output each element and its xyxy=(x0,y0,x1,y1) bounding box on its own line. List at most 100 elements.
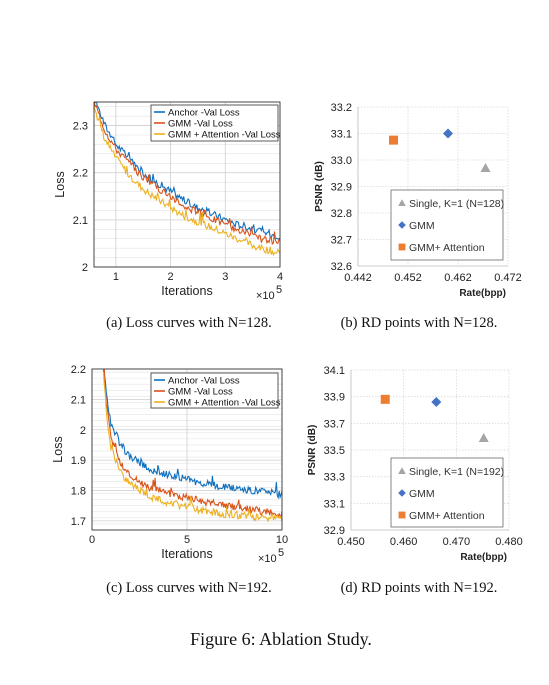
legend-marker xyxy=(398,221,406,229)
x-axis-label: Iterations xyxy=(161,547,212,561)
x-multiplier: ×10 xyxy=(256,290,275,302)
x-tick-label: 10 xyxy=(276,534,288,546)
x-tick-label: 5 xyxy=(184,534,190,546)
series-line-2 xyxy=(94,102,280,246)
y-tick-label: 1.9 xyxy=(71,455,86,467)
legend-label: Single, K=1 (N=192) xyxy=(409,466,504,478)
data-point-square xyxy=(389,135,398,145)
legend-label: GMM xyxy=(409,220,435,232)
plot-frame xyxy=(91,368,283,531)
x-axis-label: Iterations xyxy=(161,284,212,298)
x-tick-label: 0.462 xyxy=(444,272,472,284)
y-tick-label: 33.9 xyxy=(324,392,345,404)
x-axis-label: Rate(bpp) xyxy=(460,552,507,563)
legend-marker xyxy=(398,511,406,519)
series-line-3 xyxy=(94,105,280,257)
series-line-1 xyxy=(94,102,280,240)
data-point-triangle xyxy=(478,433,489,442)
caption-b: (b) RD points with N=128. xyxy=(341,315,498,331)
legend: Single, K=1 (N=128) GMM GMM+ Attention xyxy=(390,189,504,261)
legend: Single, K=1 (N=192) GMM GMM+ Attention xyxy=(390,457,504,528)
legend-label: GMM -Val Loss xyxy=(168,119,233,130)
y-tick-label: 2.1 xyxy=(73,215,88,227)
chart-b: 32.6 32.7 32.8 32.9 33.0 33.1 33.2 0.442 0.452 0.… xyxy=(314,102,522,299)
x-tick-label: 1 xyxy=(113,271,119,283)
y-tick-label: 1.7 xyxy=(71,516,86,528)
legend-marker xyxy=(398,489,406,497)
y-axis-label: PSNR (dB) xyxy=(314,161,325,212)
y-tick-label: 34.1 xyxy=(324,365,345,377)
caption-a: (a) Loss curves with N=128. xyxy=(106,315,272,331)
y-axis-label: Loss xyxy=(53,171,67,197)
x-tick-label: 3 xyxy=(222,271,228,283)
y-tick-label: 33.0 xyxy=(331,155,352,167)
x-tick-label: 2 xyxy=(168,271,174,283)
y-axis-label: PSNR (dB) xyxy=(307,425,318,476)
y-tick-label: 1.8 xyxy=(71,486,86,498)
x-multiplier: ×10 xyxy=(258,553,277,565)
series-line-2 xyxy=(102,369,282,519)
legend-box xyxy=(390,189,504,261)
x-tick-label: 0 xyxy=(89,534,95,546)
y-tick-label: 33.1 xyxy=(331,129,352,141)
chart-a: 1 2 3 4 2 2.1 2.2 2.3 Iterations Loss ×10 5 Anchor -… xyxy=(53,101,283,302)
legend-label: GMM + Attention -Val Loss xyxy=(168,130,281,141)
series-line-3 xyxy=(102,371,282,523)
legend-label: Anchor -Val Loss xyxy=(168,108,240,119)
y-tick-label: 2.2 xyxy=(73,168,88,180)
x-tick-label: 4 xyxy=(277,271,283,283)
y-tick-label: 33.5 xyxy=(324,445,345,457)
legend-label: GMM -Val Loss xyxy=(168,387,233,398)
y-tick-label: 32.7 xyxy=(331,235,352,247)
y-tick-label: 32.8 xyxy=(331,208,352,220)
x-multiplier-exponent: 5 xyxy=(276,284,282,296)
x-tick-label: 0.442 xyxy=(344,272,372,284)
legend-marker xyxy=(398,243,406,251)
legend-marker xyxy=(398,199,406,207)
legend-label: GMM + Attention -Val Loss xyxy=(168,398,281,409)
legend-marker xyxy=(398,467,406,475)
caption-c: (c) Loss curves with N=192. xyxy=(106,580,272,596)
x-multiplier-exponent: 5 xyxy=(278,547,284,559)
y-tick-label: 32.9 xyxy=(331,182,352,194)
x-tick-label: 0.480 xyxy=(495,536,523,548)
y-tick-label: 33.1 xyxy=(324,498,345,510)
y-tick-label: 33.7 xyxy=(324,418,345,430)
x-tick-label: 0.472 xyxy=(494,272,522,284)
legend-box xyxy=(150,104,279,142)
legend-label: Single, K=1 (N=128) xyxy=(409,198,504,210)
data-point-square xyxy=(380,394,390,404)
x-tick-label: 0.450 xyxy=(337,536,365,548)
legend-box xyxy=(150,372,279,409)
y-tick-label: 2 xyxy=(82,262,88,274)
chart-d: 32.9 33.1 33.3 33.5 33.7 33.9 34.1 0.450 0.460 0.… xyxy=(307,365,523,563)
data-point-diamond xyxy=(443,128,453,139)
figure-caption: Figure 6: Ablation Study. xyxy=(190,629,372,649)
plot-frame xyxy=(93,101,281,268)
legend-label: GMM+ Attention xyxy=(409,242,485,254)
y-tick-label: 33.3 xyxy=(324,472,345,484)
y-axis-label: Loss xyxy=(51,436,65,462)
y-tick-label: 2.3 xyxy=(73,121,88,133)
y-tick-label: 33.2 xyxy=(331,102,352,114)
y-tick-label: 32.9 xyxy=(324,525,345,537)
y-tick-label: 2 xyxy=(80,425,86,437)
y-tick-label: 2.2 xyxy=(71,364,86,376)
data-point-diamond xyxy=(431,397,442,407)
x-tick-label: 0.452 xyxy=(394,272,422,284)
series-line-1 xyxy=(102,369,282,500)
x-tick-label: 0.460 xyxy=(390,536,418,548)
y-tick-label: 2.1 xyxy=(71,394,86,406)
x-axis-label: Rate(bpp) xyxy=(459,288,506,299)
y-tick-label: 32.6 xyxy=(331,261,352,273)
x-tick-label: 0.470 xyxy=(443,536,471,548)
caption-d: (d) RD points with N=192. xyxy=(341,580,498,596)
data-point-triangle xyxy=(480,162,491,172)
legend-label: GMM xyxy=(409,488,435,500)
legend-label: GMM+ Attention xyxy=(409,510,485,522)
legend-label: Anchor -Val Loss xyxy=(168,376,240,387)
